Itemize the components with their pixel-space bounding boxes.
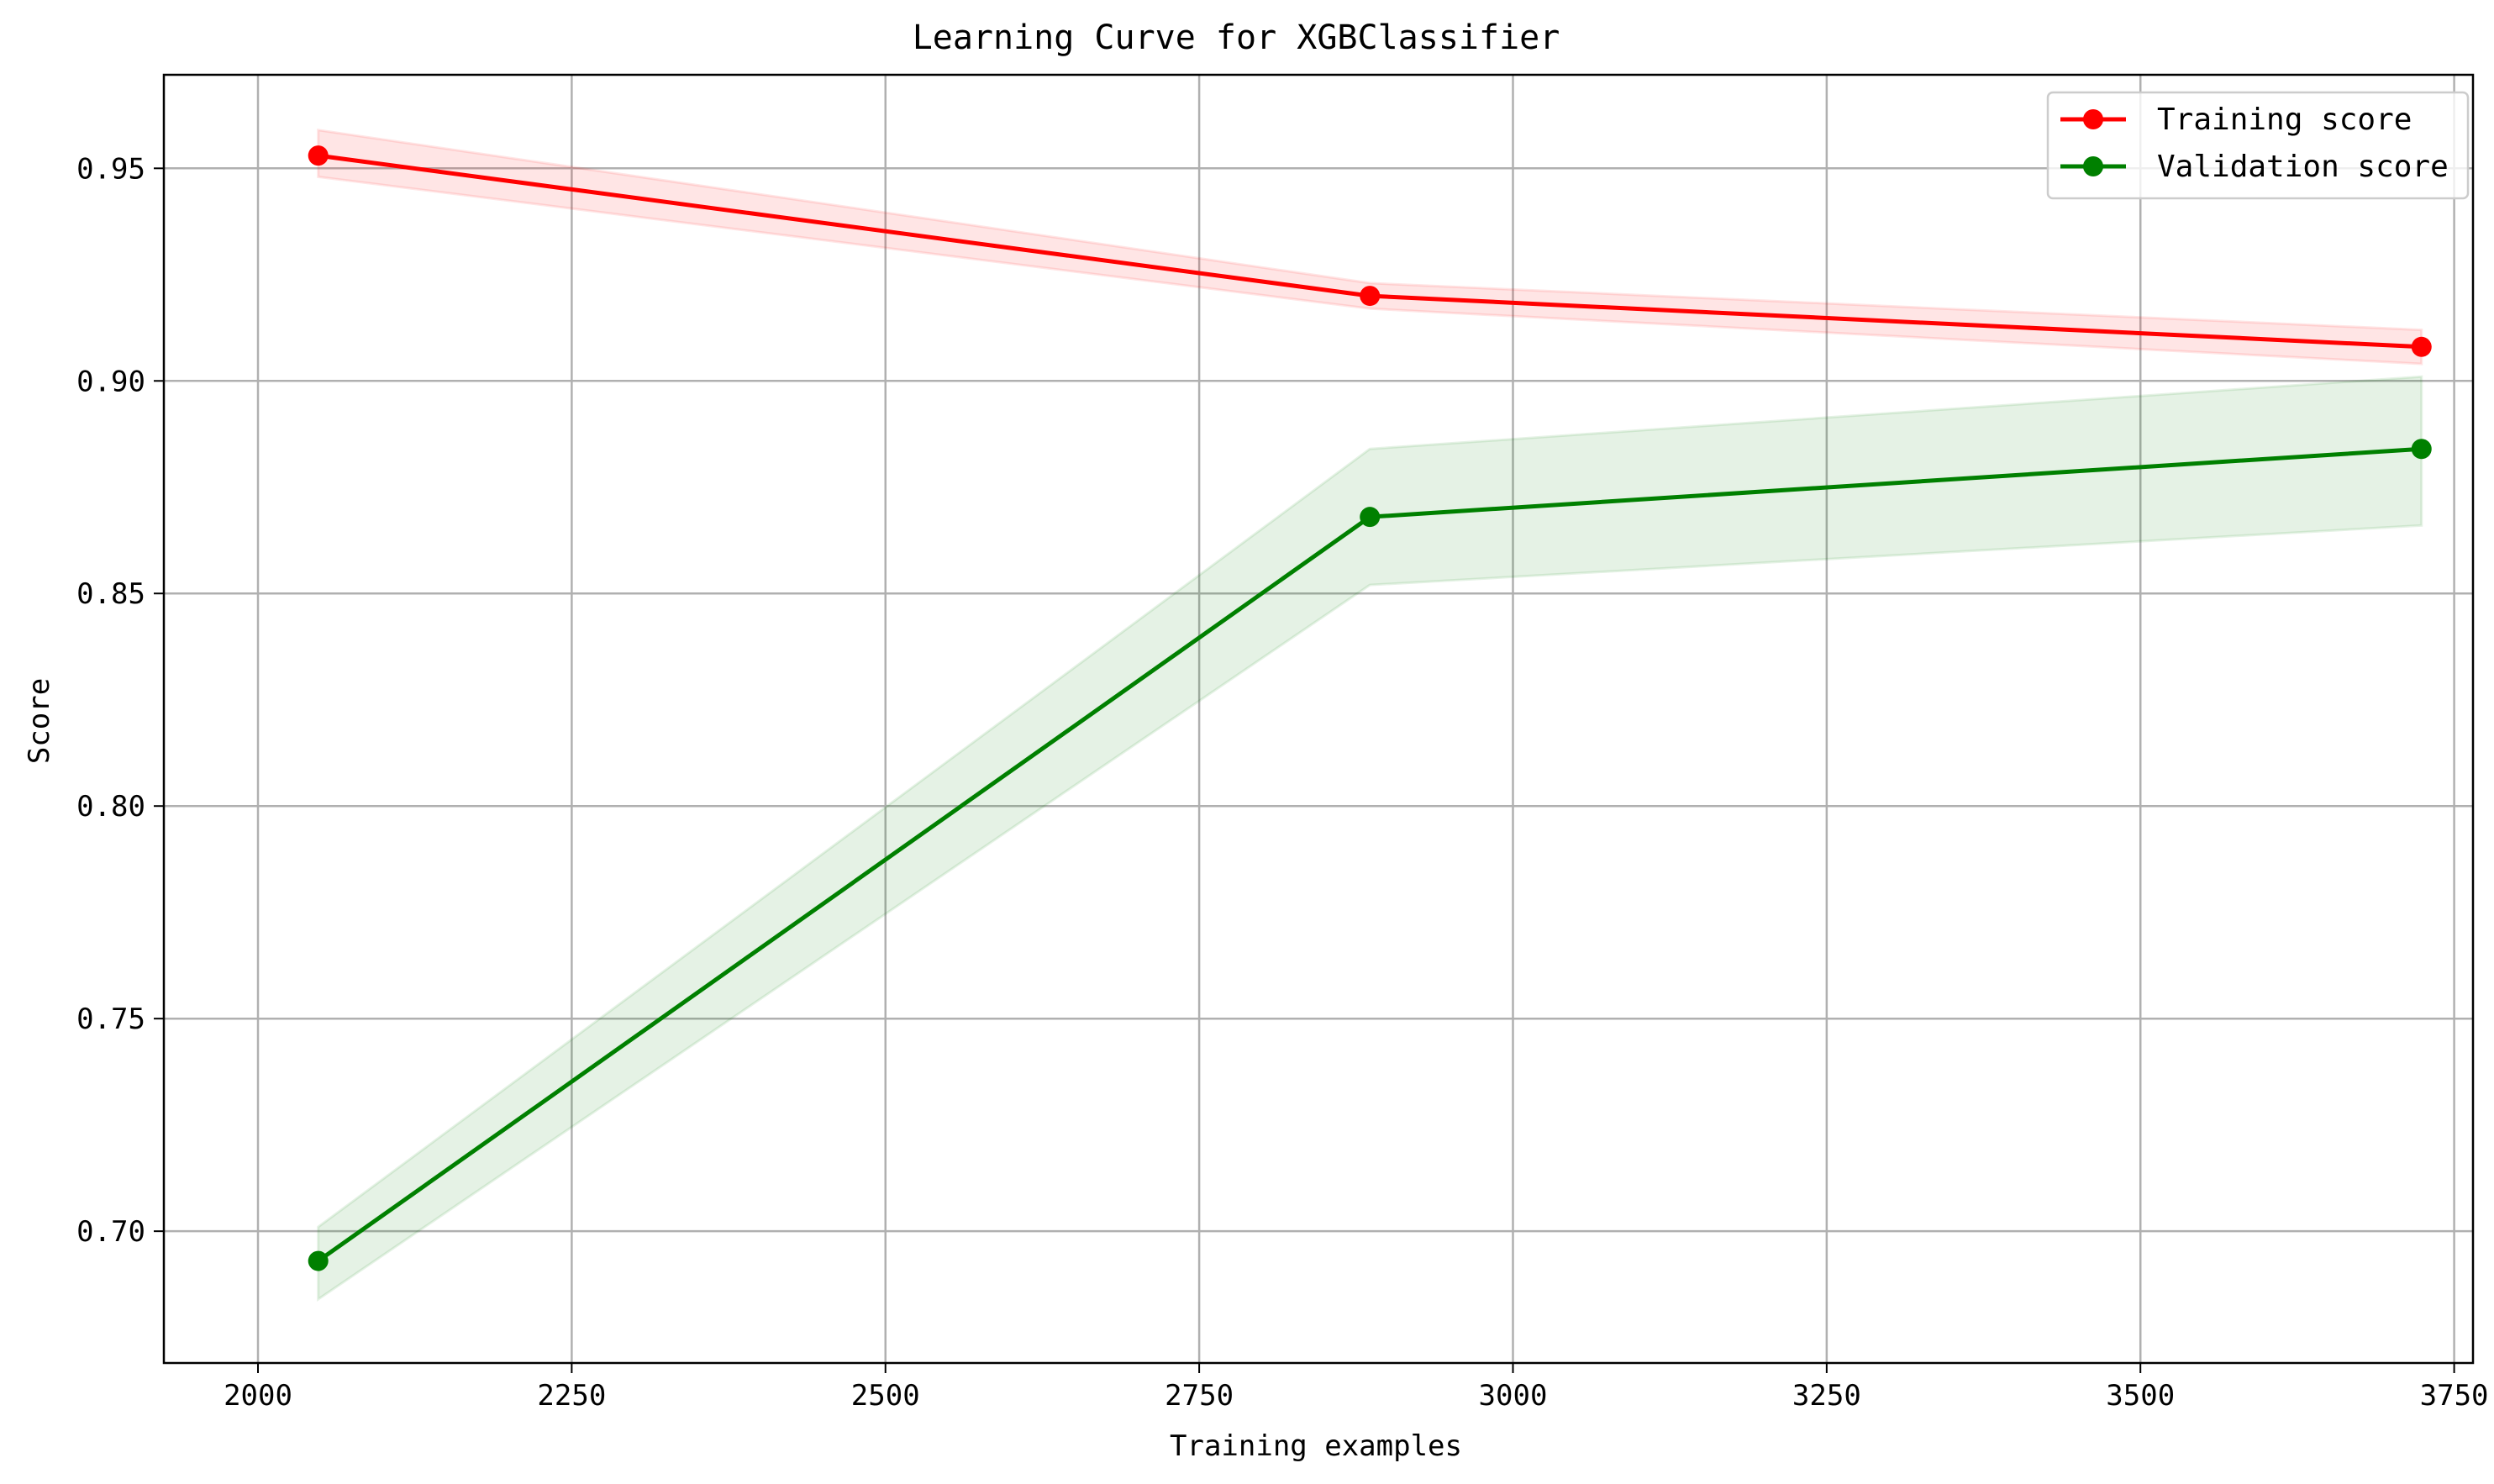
legend-training-score-marker <box>2083 109 2103 129</box>
x-tick-label: 2750 <box>1165 1379 1234 1413</box>
x-tick-label: 3000 <box>1479 1379 1548 1413</box>
y-tick-label: 0.85 <box>76 577 145 611</box>
y-tick-label: 0.70 <box>76 1215 145 1249</box>
x-tick-label: 2250 <box>537 1379 606 1413</box>
x-tick-label: 3500 <box>2106 1379 2175 1413</box>
x-axis-label: Training examples <box>1170 1429 1462 1463</box>
y-tick-label: 0.90 <box>76 365 145 398</box>
training-score-point <box>308 145 329 166</box>
legend-training-score-label: Training score <box>2157 103 2412 137</box>
training-score-band <box>317 129 2423 366</box>
y-axis-label: Score <box>23 678 56 764</box>
confidence-bands <box>317 129 2423 1302</box>
axes-frame <box>162 73 2475 1365</box>
chart-title: Learning Curve for XGBClassifier <box>913 18 1560 57</box>
x-axis-ticks: 2000 2250 2500 2750 3000 3250 3500 3750 <box>224 1363 2489 1413</box>
y-axis-ticks: 0.70 0.75 0.80 0.85 0.90 0.95 <box>76 152 164 1249</box>
validation-score-band <box>317 375 2423 1302</box>
grid-lines <box>164 75 2473 1363</box>
y-tick-label: 0.75 <box>76 1002 145 1036</box>
legend-validation-score-marker <box>2083 156 2103 176</box>
validation-score-point <box>308 1250 329 1271</box>
legend-box <box>2046 91 2470 200</box>
training-score-point <box>2411 336 2432 357</box>
x-tick-label: 2500 <box>851 1379 920 1413</box>
series-markers <box>308 145 2432 1271</box>
legend: Training score Validation score <box>2046 91 2470 200</box>
plot-area <box>162 73 2475 1365</box>
training-score-point <box>1360 286 1381 307</box>
x-tick-label: 2000 <box>224 1379 292 1413</box>
legend-entries: Training score Validation score <box>2060 103 2449 184</box>
validation-score-point <box>1360 507 1381 528</box>
y-tick-label: 0.80 <box>76 790 145 824</box>
validation-score-point <box>2411 439 2432 460</box>
legend-validation-score-label: Validation score <box>2157 150 2449 184</box>
x-tick-label: 3250 <box>1792 1379 1861 1413</box>
x-tick-label: 3750 <box>2420 1379 2489 1413</box>
y-tick-label: 0.95 <box>76 152 145 186</box>
